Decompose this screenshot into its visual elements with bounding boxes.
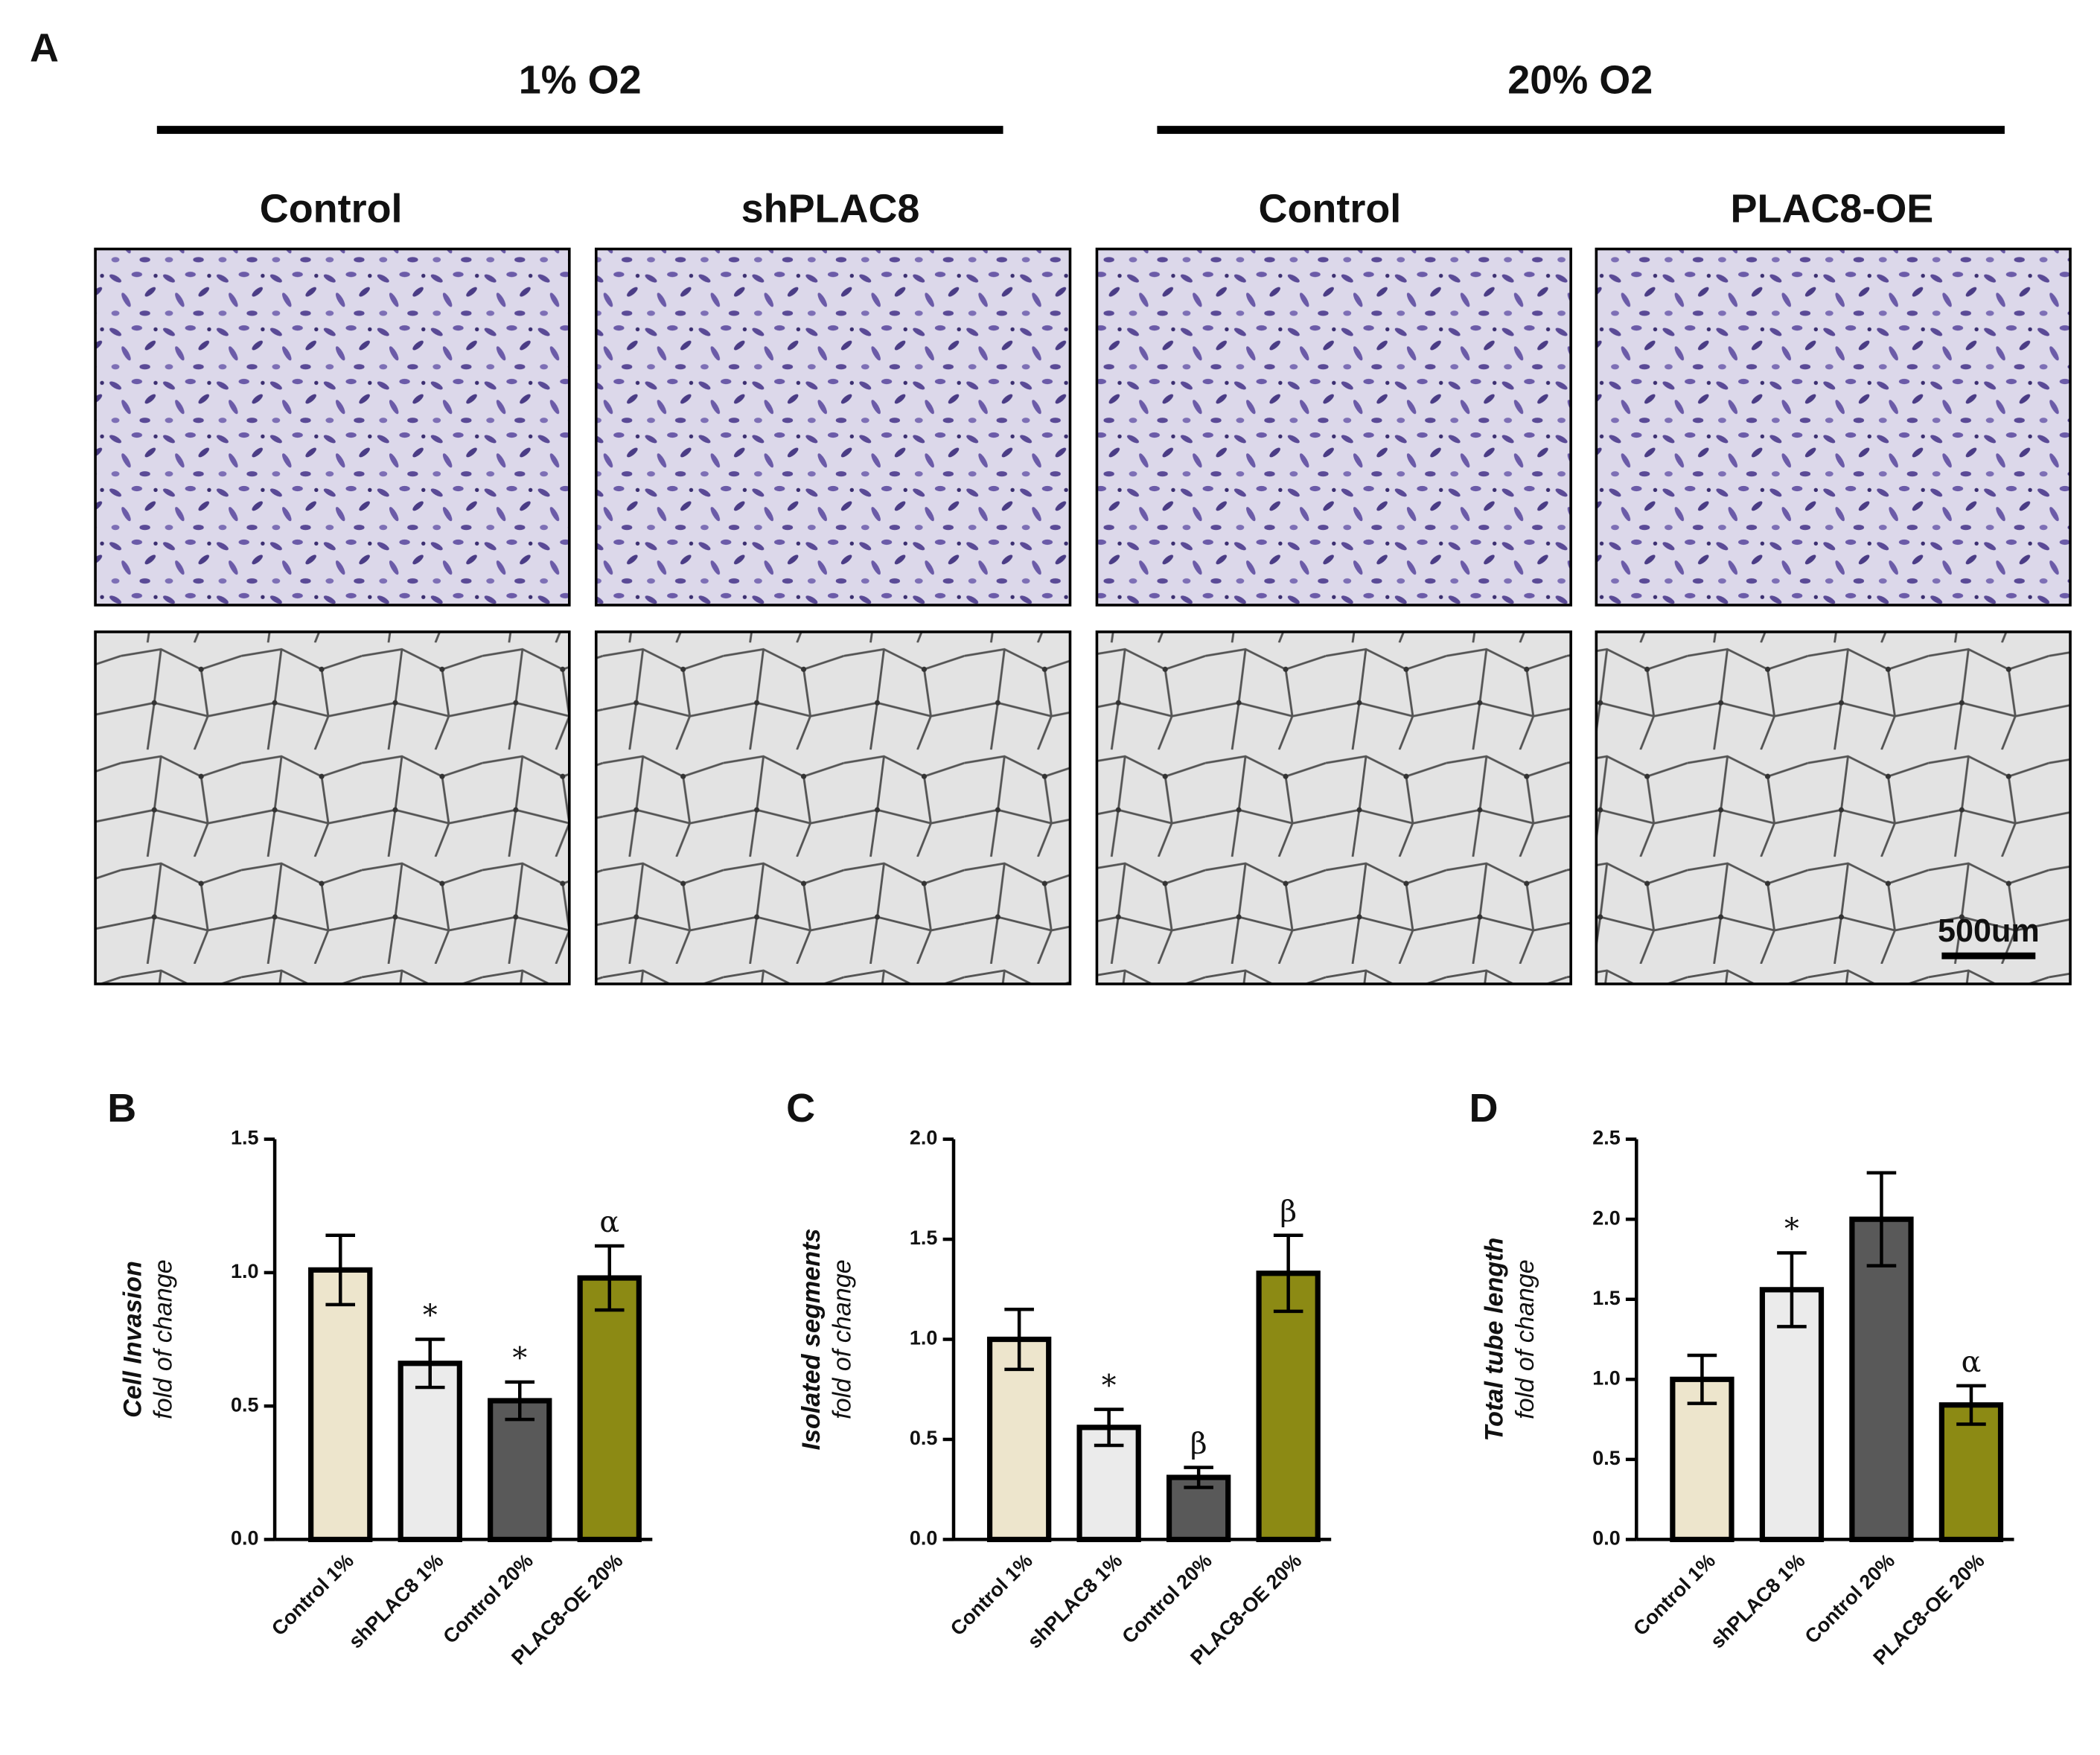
x-tick-label: Control 1% bbox=[946, 1550, 1037, 1640]
invasion-image bbox=[594, 247, 1072, 607]
error-bar bbox=[1094, 1407, 1124, 1448]
micrographs bbox=[94, 247, 2072, 985]
error-bar bbox=[325, 1233, 356, 1307]
y-tick-label: 2.0 bbox=[1592, 1206, 1621, 1229]
error-bar bbox=[594, 1244, 625, 1312]
significance-mark: β bbox=[1190, 1427, 1207, 1461]
error-bar bbox=[505, 1380, 535, 1422]
column-title: Control bbox=[260, 186, 403, 231]
error-bar bbox=[1004, 1307, 1034, 1372]
y-tick-label: 2.5 bbox=[1592, 1127, 1621, 1149]
significance-mark: * bbox=[1784, 1212, 1799, 1247]
x-tick-label: Control 20% bbox=[438, 1550, 537, 1648]
y-tick-label: 1.0 bbox=[231, 1260, 259, 1282]
column-title: shPLAC8 bbox=[741, 186, 920, 231]
bar bbox=[308, 1267, 373, 1543]
error-bar bbox=[1184, 1465, 1213, 1489]
tube-image bbox=[594, 630, 1072, 985]
y-tick-label: 1.0 bbox=[910, 1327, 938, 1349]
invasion-image bbox=[94, 247, 571, 607]
x-tick-label: shPLAC8 1% bbox=[1023, 1550, 1126, 1653]
y-tick-label: 0.5 bbox=[1592, 1447, 1621, 1469]
scale-bar-label: 500um bbox=[1938, 913, 2040, 949]
y-tick-label: 2.0 bbox=[910, 1127, 938, 1149]
significance-mark: β bbox=[1280, 1195, 1297, 1229]
y-tick-label: 0.0 bbox=[910, 1527, 938, 1550]
x-tick-label: shPLAC8 1% bbox=[1706, 1550, 1810, 1653]
bar bbox=[1076, 1425, 1141, 1543]
x-tick-label: Control 1% bbox=[267, 1550, 358, 1640]
significance-mark: * bbox=[1102, 1369, 1117, 1403]
y-tick-label: 0.0 bbox=[231, 1527, 259, 1550]
significance-mark: * bbox=[512, 1341, 527, 1375]
y-axis-label: Cell Invasion bbox=[118, 1261, 147, 1418]
y-axis-label: Isolated segments bbox=[797, 1229, 826, 1451]
group-title: 1% O2 bbox=[519, 58, 642, 103]
error-bar bbox=[1777, 1251, 1807, 1329]
significance-mark: α bbox=[1962, 1345, 1982, 1379]
error-bar bbox=[1866, 1171, 1897, 1268]
error-bar bbox=[415, 1337, 445, 1390]
bar bbox=[1256, 1270, 1321, 1543]
y-tick-label: 1.0 bbox=[1592, 1366, 1621, 1389]
panel-label: D bbox=[1469, 1086, 1498, 1131]
y-tick-label: 0.5 bbox=[910, 1427, 938, 1449]
significance-mark: * bbox=[423, 1299, 438, 1333]
y-axis-label: Total tube length bbox=[1480, 1238, 1508, 1442]
panel-label: C bbox=[786, 1086, 815, 1131]
x-tick-label: Control 20% bbox=[1117, 1550, 1216, 1648]
y-axis-label: fold of change bbox=[150, 1259, 178, 1419]
tube-image bbox=[1095, 630, 1572, 985]
panel-label: A bbox=[30, 26, 59, 71]
panel-label: B bbox=[107, 1086, 136, 1131]
significance-mark: α bbox=[599, 1205, 619, 1239]
x-tick-label: Control 1% bbox=[1629, 1550, 1720, 1640]
y-tick-label: 0.0 bbox=[1592, 1527, 1621, 1550]
y-tick-label: 1.5 bbox=[231, 1127, 259, 1149]
column-title: Control bbox=[1259, 186, 1402, 231]
tube-image bbox=[1595, 630, 2072, 985]
column-title: PLAC8-OE bbox=[1731, 186, 1934, 231]
error-bar bbox=[1687, 1353, 1717, 1405]
x-tick-label: shPLAC8 1% bbox=[345, 1550, 448, 1653]
y-tick-label: 1.5 bbox=[1592, 1287, 1621, 1309]
y-axis-label: fold of change bbox=[829, 1259, 857, 1419]
invasion-image bbox=[1095, 247, 1572, 607]
invasion-image bbox=[1595, 247, 2072, 607]
bar bbox=[577, 1275, 642, 1543]
y-tick-label: 1.5 bbox=[910, 1227, 938, 1249]
bar bbox=[398, 1361, 462, 1543]
x-tick-label: Control 20% bbox=[1801, 1550, 1899, 1648]
bar bbox=[1938, 1402, 2004, 1543]
bar bbox=[1759, 1287, 1825, 1543]
group-title: 20% O2 bbox=[1507, 58, 1653, 103]
error-bar bbox=[1273, 1233, 1303, 1314]
y-axis-label: fold of change bbox=[1511, 1259, 1539, 1419]
error-bar bbox=[1956, 1384, 1986, 1426]
bar bbox=[488, 1398, 552, 1543]
bar bbox=[1670, 1376, 1734, 1543]
tube-image bbox=[94, 630, 571, 985]
y-tick-label: 0.5 bbox=[231, 1393, 259, 1416]
